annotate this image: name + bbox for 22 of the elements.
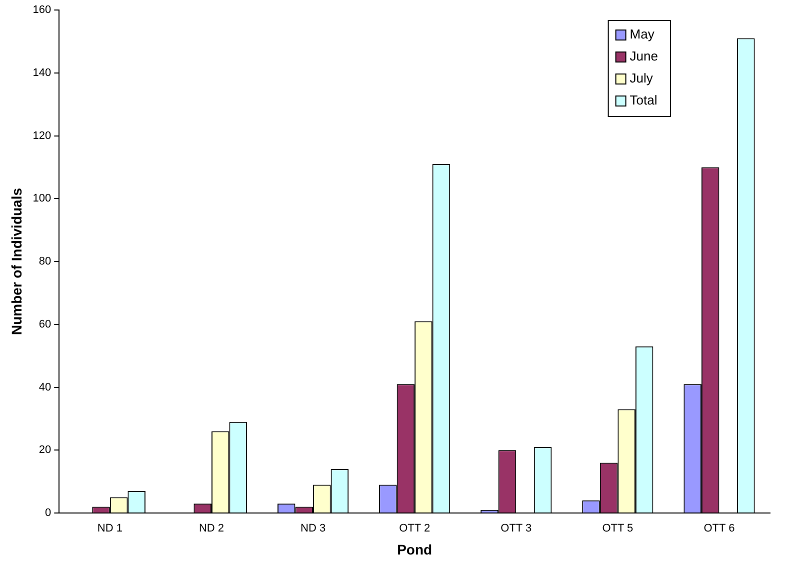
x-tick-label: OTT 3 [500,522,532,535]
x-tick-label: ND 2 [198,522,224,535]
y-tick-label: 100 [32,192,52,205]
x-tick-label: OTT 5 [602,522,634,535]
y-tick-label: 160 [32,4,52,16]
legend-label: May [630,26,655,42]
y-tick-label: 40 [38,381,52,394]
legend-label: June [630,48,658,64]
x-tick-label: ND 1 [97,522,122,535]
legend-label: Total [630,92,658,108]
y-tick-label: 120 [32,130,52,142]
y-tick-label: 20 [38,444,52,456]
legend-label: July [630,70,654,86]
y-tick-label: 140 [32,66,52,79]
x-tick-label: ND 3 [300,522,326,535]
x-tick-label: OTT 2 [399,522,430,535]
y-tick-label: 0 [45,507,52,520]
x-tick-label: OTT 6 [704,522,735,535]
x-axis-title: Pond [397,541,432,558]
y-tick-label: 80 [38,256,52,268]
y-tick-label: 60 [38,318,52,330]
y-axis-title: Number of Individuals [8,188,24,336]
